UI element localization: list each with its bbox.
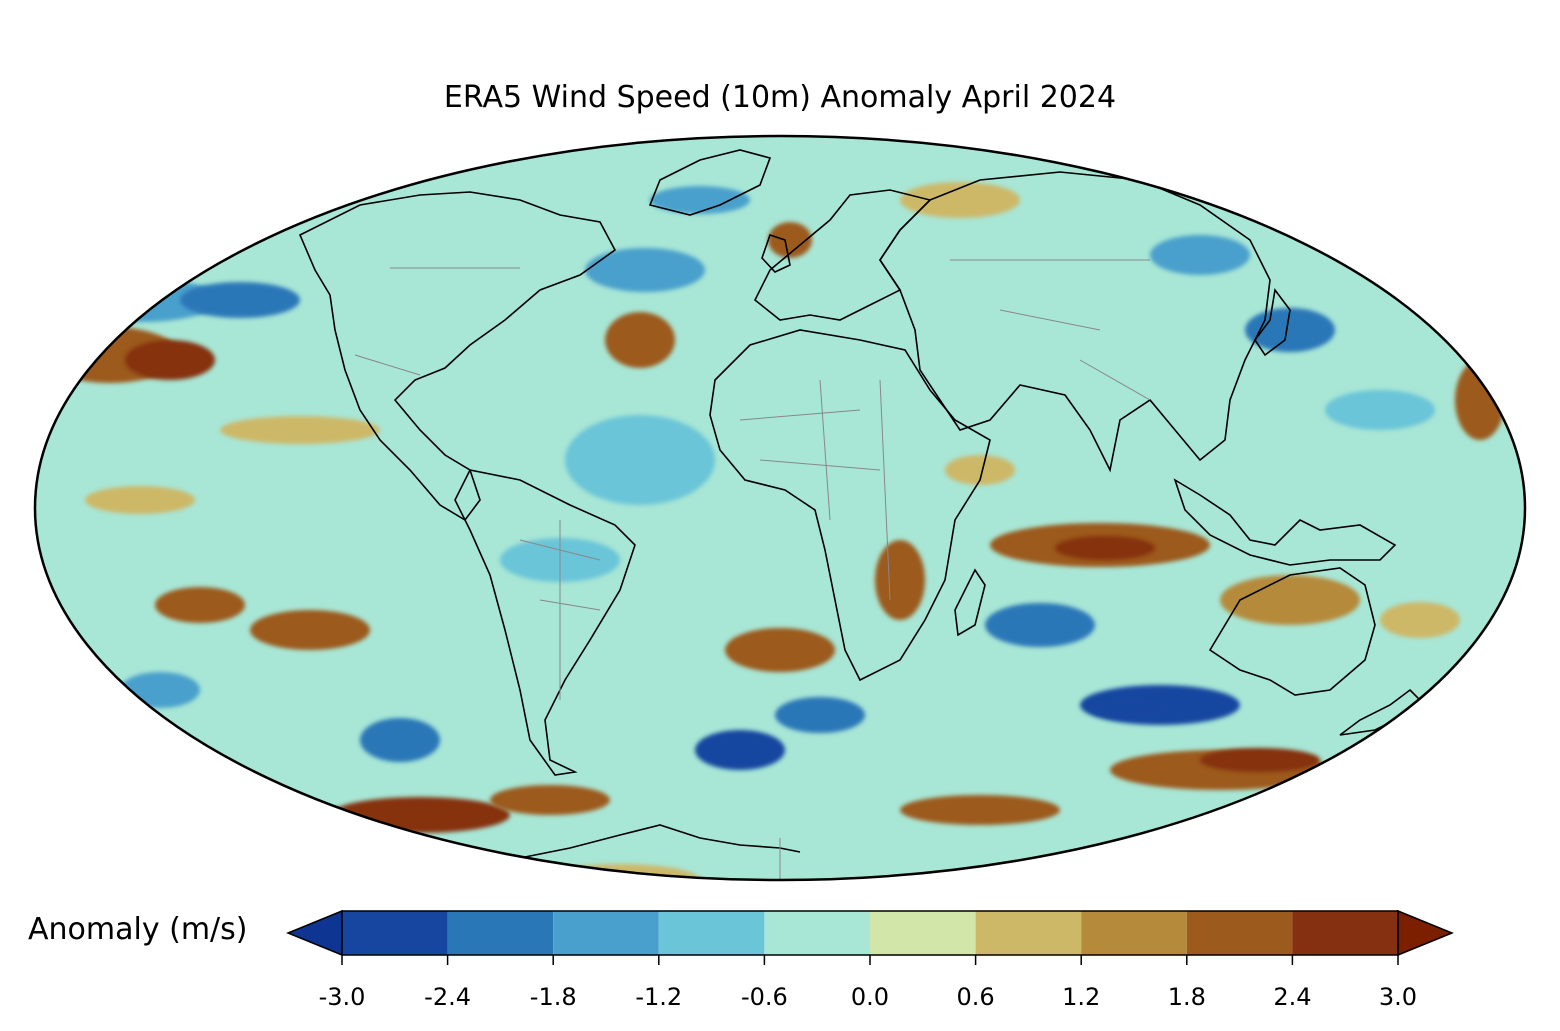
colorbar-under-extend: [286, 909, 343, 957]
anomaly-patch: [900, 182, 1020, 218]
colorbar-tick-label: -0.6: [741, 983, 788, 1011]
madagascar-coast: [954, 568, 986, 637]
map-title: ERA5 Wind Speed (10m) Anomaly April 2024: [443, 80, 1117, 115]
anomaly-patch: [1290, 202, 1370, 238]
anomaly-patch: [540, 864, 700, 880]
colorbar-bin: [1292, 911, 1398, 955]
field-base: [35, 136, 1525, 880]
colorbar-bin: [764, 911, 870, 955]
anomaly-patch: [360, 718, 440, 762]
africa-borders: [739, 379, 891, 601]
uk-coast: [761, 233, 791, 273]
anomaly-patch: [775, 697, 865, 733]
anomaly-field: [35, 136, 1525, 880]
colorbar-bin: [975, 911, 1082, 955]
continents: [298, 149, 1422, 859]
anomaly-patches: [40, 182, 1505, 880]
anomaly-patch: [695, 730, 785, 770]
colorbar-tick-label: 0.6: [957, 983, 995, 1011]
south-america-coast: [454, 469, 636, 776]
anomaly-patch: [1220, 575, 1360, 625]
anomaly-patch: [1150, 235, 1250, 275]
anomaly-patch: [1245, 308, 1335, 352]
asia-coast: [879, 171, 1271, 473]
anomaly-patch: [1200, 748, 1320, 772]
anomaly-patch: [945, 455, 1015, 485]
anomaly-patch: [650, 186, 750, 214]
colorbar-bin: [1186, 911, 1293, 955]
japan-coast: [1254, 288, 1291, 357]
antarctica-coast: [519, 824, 801, 859]
colorbar-tick-label: 1.2: [1062, 983, 1100, 1011]
country-borders: [354, 259, 1151, 880]
colorbar-tick-label: 0.0: [851, 983, 889, 1011]
colorbar-over-extend: [1397, 909, 1454, 957]
colorbar-tick-label: 2.4: [1273, 983, 1311, 1011]
anomaly-patch: [155, 587, 245, 623]
anomaly-patch: [1325, 390, 1435, 430]
anomaly-patch: [565, 415, 715, 505]
anomaly-patch: [180, 282, 300, 318]
globe-outline: [33, 134, 1527, 882]
colorbar-bin: [342, 911, 448, 955]
colorbar-bin: [1081, 911, 1187, 955]
colorbar-bin: [870, 911, 976, 955]
asia-borders: [950, 259, 1151, 401]
anomaly-patch: [1455, 360, 1505, 440]
anomaly-patch: [725, 628, 835, 672]
greenland-coast: [648, 149, 772, 216]
anomaly-patch: [1090, 698, 1170, 718]
anomaly-patch: [120, 672, 200, 708]
colorbar-tick-label: 1.8: [1168, 983, 1206, 1011]
colorbar-bin: [447, 911, 554, 955]
anomaly-patch: [1055, 536, 1155, 560]
anomaly-patch: [985, 603, 1095, 647]
anomaly-patch: [220, 416, 380, 444]
us-mexico-border: [354, 354, 421, 376]
australia-coast: [1208, 567, 1376, 696]
colorbar-tick-label: -1.8: [530, 983, 577, 1011]
anomaly-patch: [490, 785, 610, 815]
south-america-borders: [519, 520, 601, 700]
anomaly-patch: [585, 248, 705, 292]
anomaly-patch: [250, 610, 370, 650]
colorbar-bin: [553, 911, 659, 955]
colorbar-tick-label: -3.0: [319, 983, 366, 1011]
colorbar-tick-label: -2.4: [424, 983, 471, 1011]
indonesia-coast: [1173, 478, 1397, 566]
anomaly-patch: [768, 222, 812, 258]
anomaly-patch: [85, 486, 195, 514]
colorbar-bin: [658, 911, 765, 955]
colorbar: -3.0 -2.4 -1.8 -1.2 -0.6 0.0 0.6 1.2 1.8 2.4 3.0: [286, 909, 1454, 1011]
north-america-coast: [298, 191, 617, 522]
anomaly-patch: [875, 540, 925, 620]
africa-coast: [709, 329, 991, 682]
anomaly-patch: [900, 795, 1060, 825]
colorbar-label: Anomaly (m/s): [28, 912, 248, 947]
anomaly-patch: [1380, 602, 1460, 638]
anomaly-patch: [605, 312, 675, 368]
anomaly-patch: [125, 340, 215, 380]
colorbar-tick-label: 3.0: [1379, 983, 1417, 1011]
colorbar-tick-label: -1.2: [635, 983, 682, 1011]
